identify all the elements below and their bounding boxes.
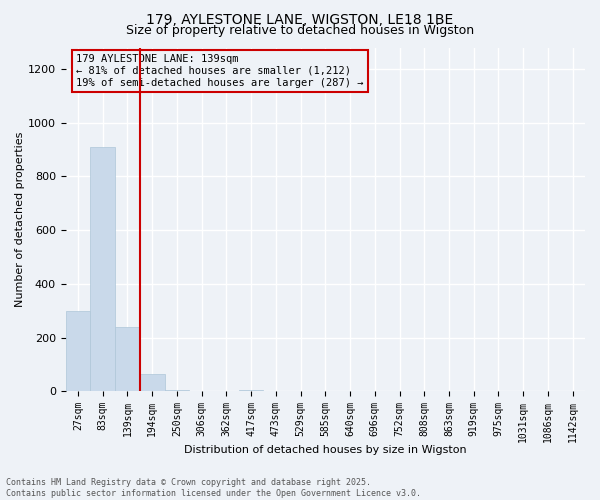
Y-axis label: Number of detached properties: Number of detached properties [15,132,25,307]
Text: Contains HM Land Registry data © Crown copyright and database right 2025.
Contai: Contains HM Land Registry data © Crown c… [6,478,421,498]
Bar [164,390,189,392]
Text: 179 AYLESTONE LANE: 139sqm
← 81% of detached houses are smaller (1,212)
19% of s: 179 AYLESTONE LANE: 139sqm ← 81% of deta… [76,54,364,88]
Bar [239,390,263,392]
Bar [115,327,140,392]
Text: Size of property relative to detached houses in Wigston: Size of property relative to detached ho… [126,24,474,37]
Bar [65,311,91,392]
X-axis label: Distribution of detached houses by size in Wigston: Distribution of detached houses by size … [184,445,467,455]
Bar [91,147,115,392]
Bar [140,374,164,392]
Text: 179, AYLESTONE LANE, WIGSTON, LE18 1BE: 179, AYLESTONE LANE, WIGSTON, LE18 1BE [146,12,454,26]
